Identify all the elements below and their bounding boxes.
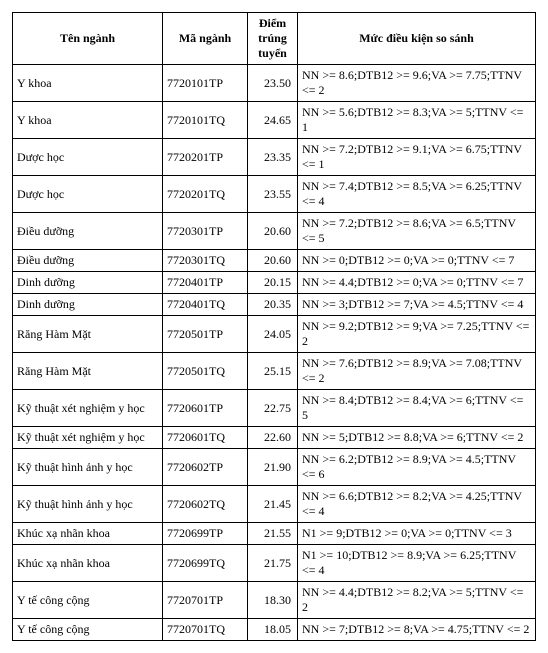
header-muc-dieu-kien: Mức điều kiện so sánh xyxy=(298,13,536,65)
table-header-row: Tên ngành Mã ngành Điểm trúng tuyển Mức … xyxy=(13,13,536,65)
cell-ten-nganh: Kỹ thuật xét nghiệm y học xyxy=(13,390,163,427)
cell-diem: 23.35 xyxy=(248,139,298,176)
cell-muc-dieu-kien: NN >= 7;DTB12 >= 8;VA >= 4.75;TTNV <= 2 xyxy=(298,619,536,641)
cell-muc-dieu-kien: N1 >= 10;DTB12 >= 8.9;VA >= 6.25;TTNV <=… xyxy=(298,545,536,582)
table-row: Kỹ thuật xét nghiệm y học7720601TQ22.60N… xyxy=(13,427,536,449)
cell-ten-nganh: Răng Hàm Mặt xyxy=(13,353,163,390)
cell-ten-nganh: Kỹ thuật hình ảnh y học xyxy=(13,486,163,523)
table-body: Y khoa7720101TP23.50NN >= 8.6;DTB12 >= 9… xyxy=(13,65,536,641)
cell-ten-nganh: Khúc xạ nhãn khoa xyxy=(13,523,163,545)
cell-ma-nganh: 7720699TQ xyxy=(163,545,248,582)
cell-ten-nganh: Dược học xyxy=(13,139,163,176)
cell-diem: 25.15 xyxy=(248,353,298,390)
cell-muc-dieu-kien: NN >= 3;DTB12 >= 7;VA >= 4.5;TTNV <= 4 xyxy=(298,294,536,316)
cell-ten-nganh: Dược học xyxy=(13,176,163,213)
cell-muc-dieu-kien: NN >= 5;DTB12 >= 8.8;VA >= 6;TTNV <= 2 xyxy=(298,427,536,449)
cell-ten-nganh: Y tế công cộng xyxy=(13,619,163,641)
header-ten-nganh: Tên ngành xyxy=(13,13,163,65)
table-row: Dinh dưỡng7720401TQ20.35NN >= 3;DTB12 >=… xyxy=(13,294,536,316)
cell-muc-dieu-kien: NN >= 4.4;DTB12 >= 0;VA >= 0;TTNV <= 7 xyxy=(298,272,536,294)
admission-table: Tên ngành Mã ngành Điểm trúng tuyển Mức … xyxy=(12,12,536,641)
cell-muc-dieu-kien: NN >= 6.2;DTB12 >= 8.9;VA >= 4.5;TTNV <=… xyxy=(298,449,536,486)
cell-diem: 21.45 xyxy=(248,486,298,523)
table-row: Y tế công cộng7720701TP18.30NN >= 4.4;DT… xyxy=(13,582,536,619)
cell-ma-nganh: 7720401TP xyxy=(163,272,248,294)
cell-ma-nganh: 7720201TQ xyxy=(163,176,248,213)
table-row: Kỹ thuật hình ảnh y học7720602TQ21.45NN … xyxy=(13,486,536,523)
cell-ten-nganh: Điều dưỡng xyxy=(13,213,163,250)
cell-diem: 24.65 xyxy=(248,102,298,139)
cell-diem: 21.55 xyxy=(248,523,298,545)
cell-ma-nganh: 7720401TQ xyxy=(163,294,248,316)
cell-ten-nganh: Khúc xạ nhãn khoa xyxy=(13,545,163,582)
cell-ma-nganh: 7720501TQ xyxy=(163,353,248,390)
cell-diem: 20.35 xyxy=(248,294,298,316)
table-row: Y khoa7720101TP23.50NN >= 8.6;DTB12 >= 9… xyxy=(13,65,536,102)
cell-muc-dieu-kien: NN >= 0;DTB12 >= 0;VA >= 0;TTNV <= 7 xyxy=(298,250,536,272)
cell-ten-nganh: Điều dưỡng xyxy=(13,250,163,272)
table-row: Khúc xạ nhãn khoa7720699TQ21.75N1 >= 10;… xyxy=(13,545,536,582)
cell-muc-dieu-kien: NN >= 7.6;DTB12 >= 8.9;VA >= 7.08;TTNV <… xyxy=(298,353,536,390)
table-row: Dinh dưỡng7720401TP20.15NN >= 4.4;DTB12 … xyxy=(13,272,536,294)
cell-ma-nganh: 7720301TQ xyxy=(163,250,248,272)
cell-ma-nganh: 7720602TQ xyxy=(163,486,248,523)
cell-ten-nganh: Y khoa xyxy=(13,102,163,139)
table-row: Y khoa7720101TQ24.65NN >= 5.6;DTB12 >= 8… xyxy=(13,102,536,139)
cell-ma-nganh: 7720201TP xyxy=(163,139,248,176)
cell-muc-dieu-kien: NN >= 4.4;DTB12 >= 8.2;VA >= 5;TTNV <= 2 xyxy=(298,582,536,619)
cell-ma-nganh: 7720601TQ xyxy=(163,427,248,449)
table-row: Điều dưỡng7720301TQ20.60NN >= 0;DTB12 >=… xyxy=(13,250,536,272)
table-row: Răng Hàm Mặt7720501TP24.05NN >= 9.2;DTB1… xyxy=(13,316,536,353)
cell-diem: 22.60 xyxy=(248,427,298,449)
header-diem-trung-tuyen: Điểm trúng tuyển xyxy=(248,13,298,65)
cell-diem: 22.75 xyxy=(248,390,298,427)
cell-ten-nganh: Kỹ thuật xét nghiệm y học xyxy=(13,427,163,449)
cell-ma-nganh: 7720501TP xyxy=(163,316,248,353)
cell-ten-nganh: Dinh dưỡng xyxy=(13,272,163,294)
table-row: Kỹ thuật hình ảnh y học7720602TP21.90NN … xyxy=(13,449,536,486)
cell-muc-dieu-kien: NN >= 8.4;DTB12 >= 8.4;VA >= 6;TTNV <= 5 xyxy=(298,390,536,427)
cell-ten-nganh: Dinh dưỡng xyxy=(13,294,163,316)
cell-ma-nganh: 7720101TQ xyxy=(163,102,248,139)
cell-muc-dieu-kien: NN >= 7.2;DTB12 >= 8.6;VA >= 6.5;TTNV <=… xyxy=(298,213,536,250)
cell-diem: 21.90 xyxy=(248,449,298,486)
cell-ma-nganh: 7720602TP xyxy=(163,449,248,486)
cell-diem: 18.05 xyxy=(248,619,298,641)
cell-ten-nganh: Y khoa xyxy=(13,65,163,102)
cell-muc-dieu-kien: NN >= 9.2;DTB12 >= 9;VA >= 7.25;TTNV <= … xyxy=(298,316,536,353)
cell-ma-nganh: 7720701TQ xyxy=(163,619,248,641)
cell-diem: 20.60 xyxy=(248,250,298,272)
cell-diem: 21.75 xyxy=(248,545,298,582)
cell-muc-dieu-kien: NN >= 7.2;DTB12 >= 9.1;VA >= 6.75;TTNV <… xyxy=(298,139,536,176)
header-ma-nganh: Mã ngành xyxy=(163,13,248,65)
table-row: Kỹ thuật xét nghiệm y học7720601TP22.75N… xyxy=(13,390,536,427)
table-row: Điều dưỡng7720301TP20.60NN >= 7.2;DTB12 … xyxy=(13,213,536,250)
cell-muc-dieu-kien: NN >= 8.6;DTB12 >= 9.6;VA >= 7.75;TTNV <… xyxy=(298,65,536,102)
table-row: Dược học7720201TQ23.55NN >= 7.4;DTB12 >=… xyxy=(13,176,536,213)
cell-ten-nganh: Kỹ thuật hình ảnh y học xyxy=(13,449,163,486)
cell-diem: 18.30 xyxy=(248,582,298,619)
cell-muc-dieu-kien: NN >= 7.4;DTB12 >= 8.5;VA >= 6.25;TTNV <… xyxy=(298,176,536,213)
cell-ma-nganh: 7720701TP xyxy=(163,582,248,619)
cell-muc-dieu-kien: NN >= 6.6;DTB12 >= 8.2;VA >= 4.25;TTNV <… xyxy=(298,486,536,523)
cell-ten-nganh: Y tế công cộng xyxy=(13,582,163,619)
cell-diem: 23.50 xyxy=(248,65,298,102)
cell-ma-nganh: 7720301TP xyxy=(163,213,248,250)
cell-muc-dieu-kien: NN >= 5.6;DTB12 >= 8.3;VA >= 5;TTNV <= 1 xyxy=(298,102,536,139)
cell-muc-dieu-kien: N1 >= 9;DTB12 >= 0;VA >= 0;TTNV <= 3 xyxy=(298,523,536,545)
table-row: Dược học7720201TP23.35NN >= 7.2;DTB12 >=… xyxy=(13,139,536,176)
cell-diem: 24.05 xyxy=(248,316,298,353)
cell-ten-nganh: Răng Hàm Mặt xyxy=(13,316,163,353)
cell-diem: 23.55 xyxy=(248,176,298,213)
cell-ma-nganh: 7720601TP xyxy=(163,390,248,427)
cell-ma-nganh: 7720101TP xyxy=(163,65,248,102)
cell-ma-nganh: 7720699TP xyxy=(163,523,248,545)
table-row: Y tế công cộng7720701TQ18.05NN >= 7;DTB1… xyxy=(13,619,536,641)
cell-diem: 20.60 xyxy=(248,213,298,250)
table-row: Khúc xạ nhãn khoa7720699TP21.55N1 >= 9;D… xyxy=(13,523,536,545)
table-row: Răng Hàm Mặt7720501TQ25.15NN >= 7.6;DTB1… xyxy=(13,353,536,390)
cell-diem: 20.15 xyxy=(248,272,298,294)
